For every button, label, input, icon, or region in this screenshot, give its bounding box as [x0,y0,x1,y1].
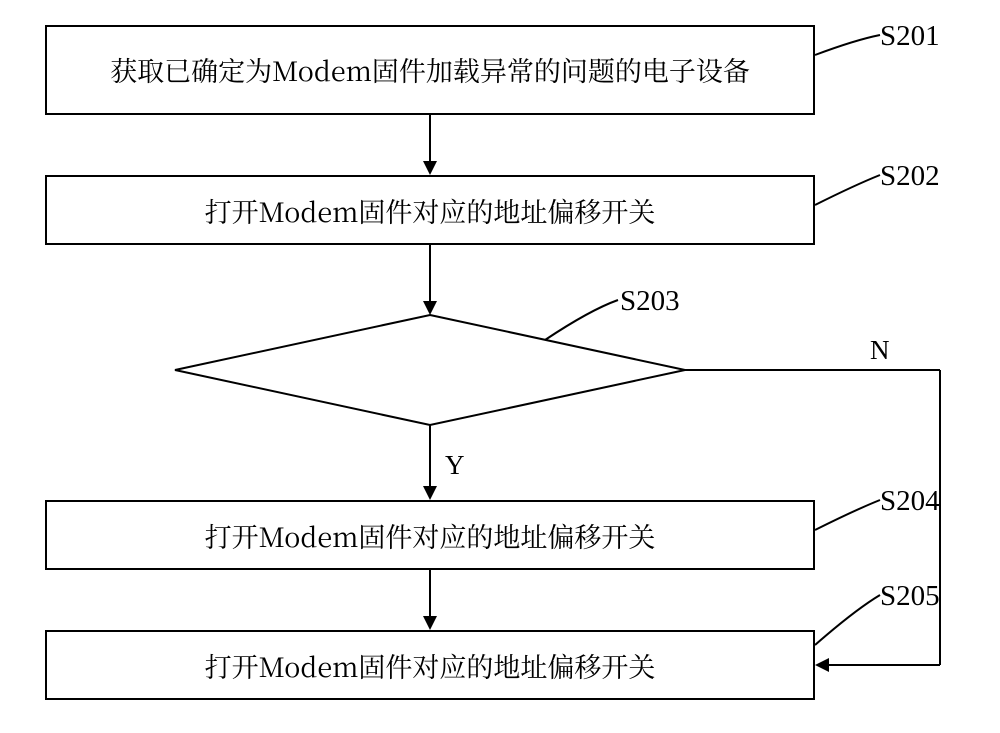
process-text: 打开Modem固件对应的地址偏移开关 [205,646,656,685]
step-label-s203: S203 [620,285,680,318]
step-label-s205: S205 [880,580,940,613]
decision-text-s203: 地址偏移开关是否为打开状态 [230,356,630,392]
process-box-s204: 打开Modem固件对应的地址偏移开关 [45,500,815,570]
process-text: 打开Modem固件对应的地址偏移开关 [205,191,656,230]
process-text: 打开Modem固件对应的地址偏移开关 [205,516,656,555]
process-box-s202: 打开Modem固件对应的地址偏移开关 [45,175,815,245]
process-box-s205: 打开Modem固件对应的地址偏移开关 [45,630,815,700]
step-label-s202: S202 [880,160,940,193]
branch-label-no: N [870,335,890,366]
step-label-s201: S201 [880,20,940,53]
step-label-s204: S204 [880,485,940,518]
process-text: 获取已确定为Modem固件加载异常的问题的电子设备 [110,51,750,89]
branch-label-yes: Y [445,450,465,481]
process-box-s201: 获取已确定为Modem固件加载异常的问题的电子设备 [45,25,815,115]
